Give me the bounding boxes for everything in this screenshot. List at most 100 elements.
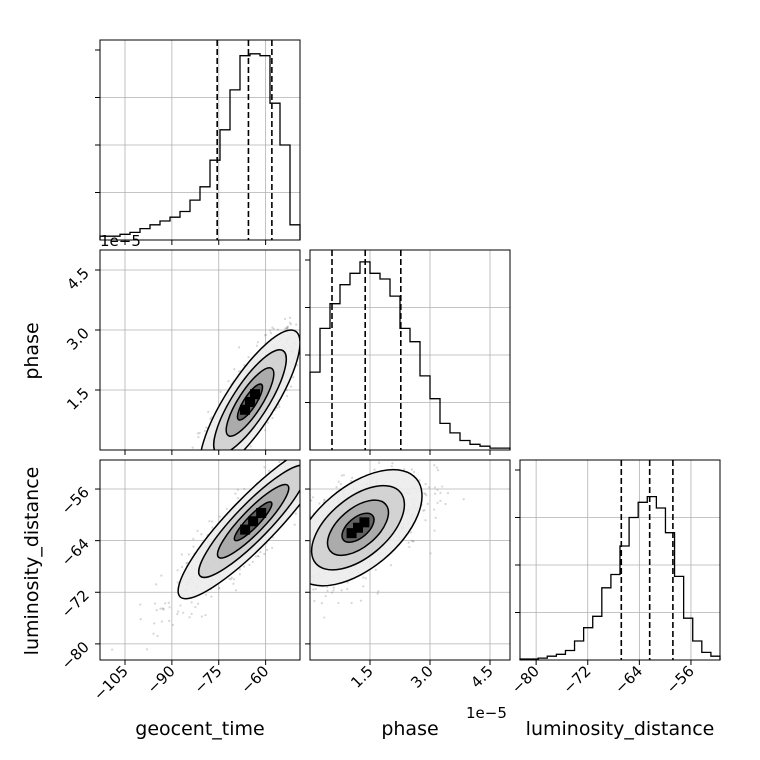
sample-point <box>318 325 320 327</box>
sample-point <box>303 566 305 568</box>
sample-point <box>278 460 281 464</box>
sample-point <box>254 555 257 558</box>
sample-point <box>306 465 308 467</box>
sample-point <box>267 469 271 472</box>
sample-point <box>256 554 260 558</box>
sample-point <box>160 620 163 623</box>
sample-point <box>391 462 394 465</box>
sample-point <box>323 499 326 502</box>
sample-point <box>300 492 302 494</box>
sample-point <box>255 344 258 347</box>
density-core <box>239 404 250 415</box>
sample-point <box>263 466 266 469</box>
sample-point <box>320 469 322 471</box>
sample-point <box>271 416 274 420</box>
sample-point <box>301 322 303 324</box>
sample-point <box>183 456 185 458</box>
sample-point <box>229 452 231 454</box>
density-core <box>240 524 251 535</box>
sample-point <box>290 558 292 560</box>
sample-point <box>313 599 316 603</box>
sample-point <box>337 445 339 447</box>
sample-point <box>315 480 317 482</box>
sample-point <box>342 473 346 477</box>
sample-point <box>307 534 309 536</box>
sample-point <box>215 479 217 481</box>
sample-point <box>439 491 442 494</box>
sample-point <box>266 548 269 552</box>
sample-point <box>429 552 432 555</box>
sample-point <box>283 554 285 556</box>
sample-point <box>236 497 240 500</box>
sample-point <box>327 474 329 476</box>
sample-point <box>295 437 297 439</box>
sample-point <box>199 468 201 470</box>
sample-point <box>193 464 195 466</box>
sample-point <box>318 456 320 458</box>
sample-point <box>318 457 320 459</box>
sample-point <box>355 430 357 432</box>
sample-point <box>296 364 299 367</box>
sample-point <box>324 440 326 442</box>
sample-point <box>315 483 317 485</box>
sample-point <box>207 485 209 487</box>
sample-point <box>287 573 289 575</box>
sample-point <box>307 471 309 473</box>
sample-point <box>202 472 204 474</box>
sample-point <box>362 585 365 588</box>
sample-point <box>305 448 307 450</box>
density-content <box>111 430 357 651</box>
sample-point <box>164 602 167 605</box>
sample-point <box>197 473 199 475</box>
sample-point <box>362 576 365 579</box>
sample-point <box>168 619 171 622</box>
sample-point <box>305 529 307 531</box>
sample-point <box>199 498 201 500</box>
sample-point <box>301 524 303 526</box>
sample-point <box>432 508 436 511</box>
sample-point <box>220 470 222 472</box>
sample-point <box>264 333 268 336</box>
sample-point <box>462 498 465 501</box>
sample-point <box>179 604 182 607</box>
sample-point <box>207 493 209 495</box>
sample-point <box>210 595 213 598</box>
sample-point <box>237 370 241 373</box>
sample-point <box>271 326 274 329</box>
sample-point <box>237 346 241 349</box>
panel-frame <box>309 459 511 661</box>
sample-point <box>306 462 308 464</box>
sample-point <box>223 456 225 458</box>
sample-point <box>359 599 363 602</box>
sample-point <box>269 331 273 335</box>
sample-point <box>223 475 225 477</box>
sample-point <box>307 461 309 463</box>
sample-point <box>317 463 319 465</box>
y-tick-label: 4.5 <box>63 264 93 294</box>
sample-point <box>346 588 349 591</box>
sample-point <box>196 602 200 605</box>
sample-point <box>285 326 288 330</box>
sample-point <box>209 454 211 456</box>
y-tick-label: −64 <box>58 535 93 570</box>
sample-point <box>269 329 272 332</box>
sample-point <box>326 589 329 592</box>
sample-point <box>234 492 237 495</box>
density-core <box>250 389 261 400</box>
sample-point <box>285 327 288 330</box>
sample-point <box>373 468 376 471</box>
sample-point <box>212 469 214 471</box>
sample-point <box>293 563 295 565</box>
sample-point <box>196 529 199 532</box>
sample-point <box>264 429 267 432</box>
density-core <box>346 528 357 539</box>
xlabel-phase: phase <box>381 718 438 740</box>
sample-point <box>235 501 237 503</box>
sample-point <box>192 537 195 541</box>
sample-point <box>284 327 287 330</box>
sample-point <box>187 553 190 556</box>
sample-point <box>204 613 207 617</box>
sample-point <box>139 618 142 621</box>
sample-point <box>288 321 292 324</box>
sample-point <box>214 476 216 478</box>
